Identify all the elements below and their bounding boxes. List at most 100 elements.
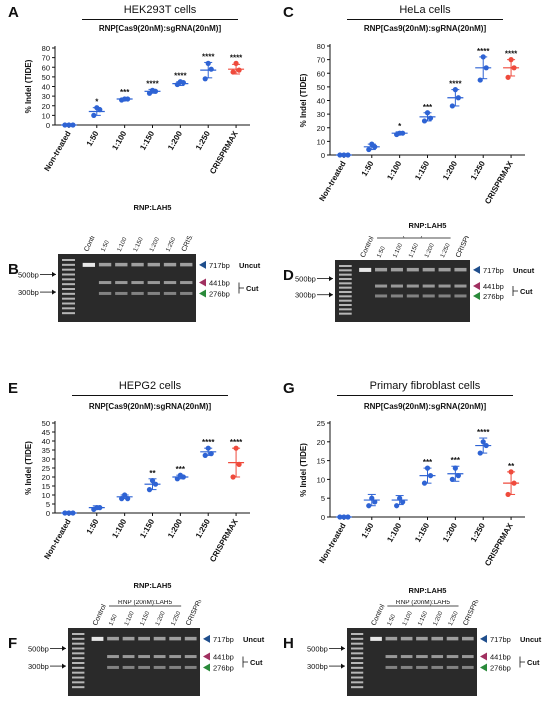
ladder-band bbox=[339, 282, 352, 285]
ladder-band bbox=[62, 302, 75, 305]
lane-label-crisprmax: CRISPRMAX bbox=[185, 600, 209, 627]
y-tick-label: 50 bbox=[317, 83, 325, 92]
uncut-label: Uncut bbox=[513, 266, 535, 275]
cut-label: Cut bbox=[250, 658, 263, 667]
band-size-label: 276bp bbox=[483, 292, 504, 301]
gel-band-uncut bbox=[184, 636, 197, 641]
band-size-label: 717bp bbox=[490, 635, 511, 644]
ladder-band bbox=[62, 263, 75, 266]
cut-label: Cut bbox=[520, 287, 533, 296]
lane-label: 1:100 bbox=[402, 610, 414, 627]
data-point bbox=[369, 495, 375, 501]
chart-subtitle: RNP[Cas9(20nM):sgRNA(20nM)] bbox=[88, 402, 212, 411]
gel-band-cut bbox=[147, 281, 160, 285]
gel-band-cut bbox=[385, 655, 398, 659]
x-tick-label: 1:100 bbox=[110, 129, 128, 152]
gel-band-cut bbox=[122, 665, 135, 669]
data-point bbox=[122, 96, 128, 102]
gel-band-cut bbox=[107, 655, 119, 659]
gel-band-uncut bbox=[138, 636, 150, 641]
data-point bbox=[366, 503, 372, 509]
marker-arrowhead bbox=[62, 645, 66, 651]
ladder-band bbox=[62, 288, 75, 290]
x-axis-label: RNP:LAH5 bbox=[134, 203, 172, 212]
significance-label: **** bbox=[230, 438, 243, 447]
x-tick-label: 1:200 bbox=[441, 521, 459, 544]
band-size-label: 276bp bbox=[209, 289, 230, 298]
lane-label: 1:200 bbox=[433, 610, 445, 627]
gel-band-cut bbox=[115, 281, 128, 285]
gel-band-cut bbox=[184, 655, 197, 659]
gel-band-cut bbox=[98, 281, 112, 285]
chart-panel-A: A HEK293T cells RNP[Cas9(20nM):sgRNA(20n… bbox=[0, 0, 275, 240]
data-point bbox=[366, 146, 372, 153]
y-tick-label: 0 bbox=[46, 509, 50, 518]
lane-label-crisprmax: CRISPRMAX bbox=[462, 600, 486, 627]
gel-band-cut bbox=[438, 294, 451, 298]
x-tick-label: Non-treated bbox=[317, 159, 347, 202]
gel-band-cut bbox=[446, 655, 459, 659]
gel-band-uncut bbox=[416, 636, 428, 641]
gel-band-cut bbox=[431, 665, 444, 669]
x-tick-label: 1:200 bbox=[166, 517, 184, 540]
lane-label: 1:100 bbox=[392, 242, 404, 259]
marker-label: 300bp bbox=[295, 291, 316, 300]
band-size-label: 441bp bbox=[213, 653, 234, 662]
lane-label-control: Control bbox=[371, 603, 387, 627]
gel-band-cut bbox=[416, 655, 428, 659]
y-tick-label: 60 bbox=[317, 69, 325, 78]
title-underline bbox=[82, 19, 238, 20]
ladder-band bbox=[339, 312, 352, 315]
title-underline bbox=[337, 395, 513, 396]
data-point bbox=[372, 499, 378, 505]
data-point bbox=[421, 480, 428, 486]
ladder-band bbox=[62, 268, 75, 271]
marker-label: 500bp bbox=[18, 270, 39, 279]
data-point bbox=[449, 103, 455, 109]
gel-band-cut bbox=[390, 294, 403, 298]
cut-label: Cut bbox=[527, 658, 540, 667]
gel-band-uncut bbox=[438, 267, 451, 272]
data-point bbox=[397, 130, 403, 136]
gel-band-cut bbox=[462, 665, 474, 669]
chart-title: HeLa cells bbox=[399, 4, 451, 16]
gel-band-cut bbox=[122, 655, 135, 659]
x-tick-label: 1:200 bbox=[166, 129, 184, 152]
gel-band-cut bbox=[153, 655, 166, 659]
y-axis-label: % Indel (TIDE) bbox=[24, 59, 33, 113]
panel-letter: B bbox=[8, 261, 19, 278]
cut-bracket bbox=[512, 286, 518, 296]
data-point bbox=[66, 510, 72, 516]
gel-band-uncut bbox=[147, 262, 160, 267]
ladder-band bbox=[351, 633, 364, 635]
data-point bbox=[149, 87, 156, 93]
gel-band-cut bbox=[98, 291, 112, 295]
data-point bbox=[94, 505, 100, 511]
ladder-band bbox=[72, 652, 85, 655]
data-point bbox=[66, 122, 72, 128]
marker-arrowhead bbox=[52, 271, 56, 277]
data-point bbox=[62, 510, 68, 516]
x-tick-label: 1:100 bbox=[110, 517, 128, 540]
gel-band-uncut bbox=[163, 262, 177, 267]
y-axis-label: % Indel (TIDE) bbox=[299, 443, 308, 497]
y-tick-label: 0 bbox=[46, 121, 50, 130]
data-point bbox=[152, 481, 159, 487]
panel-letter: A bbox=[8, 4, 19, 21]
panel-letter: D bbox=[283, 267, 294, 284]
gel-band-cut bbox=[147, 291, 160, 295]
band-size-label: 717bp bbox=[483, 266, 504, 275]
data-point bbox=[208, 451, 214, 457]
gel-panel-F: F Control 1:50 1:100 1:150 1:200 1:250 CRISPRMA… bbox=[8, 600, 265, 696]
significance-label: *** bbox=[423, 103, 433, 112]
title-underline bbox=[72, 395, 228, 396]
gel-band-cut bbox=[184, 665, 197, 669]
significance-label: * bbox=[398, 122, 402, 131]
y-tick-label: 25 bbox=[317, 419, 325, 428]
lane-label-crisprmax: CRISPRMAX bbox=[455, 236, 479, 259]
gel-band-cut bbox=[416, 665, 428, 669]
y-tick-label: 0 bbox=[321, 151, 325, 160]
data-point bbox=[452, 465, 458, 471]
gel-band-uncut bbox=[446, 636, 459, 641]
gel-band-uncut bbox=[462, 636, 474, 641]
